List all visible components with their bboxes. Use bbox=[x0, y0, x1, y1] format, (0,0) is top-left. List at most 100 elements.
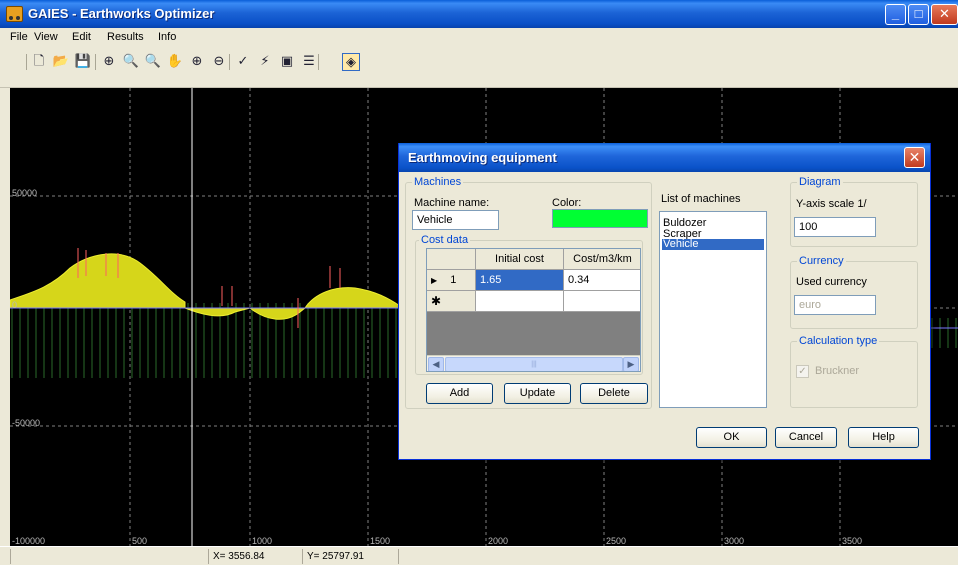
toolbar: 🗋 📂 💾 ⊕ 🔍 🔍 ✋ ⊕ ⊖ ✓ ⚡ ▣ ☰ ◈ bbox=[0, 48, 958, 88]
calculation-type-group-label: Calculation type bbox=[797, 335, 880, 347]
cost-data-group: Cost data bbox=[415, 234, 643, 375]
status-cell-empty bbox=[398, 549, 958, 564]
toolbar-separator bbox=[95, 54, 96, 70]
new-initial-cost-cell[interactable] bbox=[476, 291, 564, 312]
new-file-icon[interactable]: 🗋 bbox=[33, 54, 45, 69]
dialog-title-bar[interactable]: Earthmoving equipment ✕ bbox=[399, 143, 930, 172]
used-currency-label: Used currency bbox=[796, 276, 867, 288]
zoom-in-icon[interactable]: ⊕ bbox=[191, 54, 203, 69]
menu-view[interactable]: View bbox=[34, 31, 58, 43]
cancel-button[interactable]: Cancel bbox=[775, 427, 837, 448]
scroll-thumb[interactable]: ||| bbox=[445, 357, 623, 371]
scroll-left-button[interactable]: ◀ bbox=[428, 357, 444, 371]
status-cell-empty bbox=[10, 549, 208, 564]
currency-group-label: Currency bbox=[797, 255, 846, 267]
zoom-extents-icon[interactable]: ⊕ bbox=[103, 54, 115, 69]
y-axis-label: 50000 bbox=[12, 188, 38, 198]
layers-icon[interactable]: ☰ bbox=[303, 54, 315, 69]
diagram-group-label: Diagram bbox=[797, 176, 843, 188]
current-row-marker-icon: ▶ bbox=[431, 276, 438, 285]
list-item[interactable]: Buldozer bbox=[663, 217, 707, 229]
machine-name-label: Machine name: bbox=[414, 197, 490, 209]
machines-group: Machines bbox=[405, 176, 652, 409]
yaxis-scale-label: Y-axis scale 1/ bbox=[796, 198, 867, 210]
x-axis-label: 1500 bbox=[370, 536, 391, 546]
grid-horizontal-scrollbar[interactable]: ◀ ||| ▶ bbox=[427, 355, 640, 371]
row-header[interactable]: ▶ 1 bbox=[427, 270, 476, 291]
update-button[interactable]: Update bbox=[504, 383, 571, 404]
status-y-coordinate: Y= 25797.91 bbox=[302, 549, 398, 564]
close-icon: ✕ bbox=[908, 149, 921, 165]
y-axis-label: -50000 bbox=[12, 418, 41, 428]
save-icon[interactable]: 💾 bbox=[74, 54, 92, 69]
new-cost-cell[interactable] bbox=[564, 291, 640, 312]
menu-file[interactable]: File bbox=[10, 31, 28, 43]
menu-edit[interactable]: Edit bbox=[72, 31, 91, 43]
toolbar-separator bbox=[26, 54, 27, 70]
grid-corner-cell bbox=[427, 249, 476, 270]
cost-per-m3-km-cell[interactable]: 0.34 bbox=[564, 270, 640, 291]
y-axis-label: 0 bbox=[12, 300, 18, 310]
report-icon[interactable]: ▣ bbox=[280, 54, 294, 69]
equipment-dialog: Earthmoving equipment ✕ Machines Machine… bbox=[398, 143, 931, 460]
y-axis-label: -100000 bbox=[12, 536, 46, 546]
scroll-right-button[interactable]: ▶ bbox=[623, 357, 639, 371]
equipment-icon[interactable]: ◈ bbox=[342, 53, 360, 71]
zoom-out-icon[interactable]: ⊖ bbox=[213, 54, 225, 69]
minimize-button[interactable]: _ bbox=[885, 4, 906, 25]
cost-data-grid[interactable]: Initial cost Cost/m3/km ▶ 1 1.65 0.34 ✱ … bbox=[426, 248, 641, 372]
menu-info[interactable]: Info bbox=[158, 31, 177, 43]
currency-input: euro bbox=[794, 295, 876, 315]
pan-hand-icon[interactable]: ✋ bbox=[166, 54, 184, 69]
color-label: Color: bbox=[552, 197, 582, 209]
zoom-realtime-icon[interactable]: 🔍 bbox=[144, 54, 162, 69]
list-item[interactable]: Scraper bbox=[663, 228, 702, 240]
x-axis-label: 2000 bbox=[488, 536, 509, 546]
cost-per-m3-km-header[interactable]: Cost/m3/km bbox=[564, 249, 640, 270]
close-button[interactable]: ✕ bbox=[931, 4, 958, 25]
window-title: GAIES - Earthworks Optimizer bbox=[28, 6, 215, 21]
open-folder-icon[interactable]: 📂 bbox=[52, 54, 70, 69]
yaxis-scale-input[interactable]: 100 bbox=[794, 217, 876, 237]
x-axis-label: 1000 bbox=[252, 536, 273, 546]
cost-data-group-label: Cost data bbox=[419, 234, 471, 246]
x-axis-label: 3500 bbox=[842, 536, 863, 546]
machine-name-input[interactable]: Vehicle bbox=[412, 210, 499, 230]
row-header[interactable]: ✱ bbox=[427, 291, 476, 312]
new-row-asterisk-icon: ✱ bbox=[431, 294, 442, 308]
delete-button[interactable]: Delete bbox=[580, 383, 648, 404]
row-number: 1 bbox=[450, 274, 457, 286]
x-axis-label: 500 bbox=[132, 536, 148, 546]
machine-color-swatch[interactable] bbox=[552, 209, 648, 228]
machines-group-label: Machines bbox=[412, 176, 464, 188]
status-x-coordinate: X= 3556.84 bbox=[208, 549, 302, 564]
toolbar-separator bbox=[318, 54, 319, 70]
initial-cost-cell[interactable]: 1.65 bbox=[476, 270, 564, 291]
ok-button[interactable]: OK bbox=[696, 427, 767, 448]
status-bar: X= 3556.84 Y= 25797.91 bbox=[0, 546, 958, 565]
menu-results[interactable]: Results bbox=[107, 31, 144, 43]
list-item-selected[interactable]: Vehicle bbox=[662, 239, 764, 250]
menu-bar: File View Edit Results Info bbox=[0, 28, 958, 48]
app-icon bbox=[6, 6, 23, 22]
initial-cost-header[interactable]: Initial cost bbox=[476, 249, 564, 270]
profile-drawing bbox=[10, 88, 958, 546]
calculation-type-group: Calculation type bbox=[790, 335, 918, 408]
add-button[interactable]: Add bbox=[426, 383, 493, 404]
title-bar[interactable]: GAIES - Earthworks Optimizer _ □ ✕ bbox=[0, 0, 958, 28]
zoom-window-icon[interactable]: 🔍 bbox=[122, 54, 140, 69]
toolbar-separator bbox=[229, 54, 230, 70]
maximize-button[interactable]: □ bbox=[908, 4, 929, 25]
x-axis-label: 2500 bbox=[606, 536, 627, 546]
bruckner-label: Bruckner bbox=[815, 365, 860, 377]
lightning-icon[interactable]: ⚡ bbox=[260, 54, 270, 69]
diagram-group: Diagram bbox=[790, 176, 918, 247]
bruckner-checkbox: ✓ bbox=[796, 365, 809, 378]
machine-list[interactable]: Buldozer Scraper Vehicle bbox=[659, 211, 767, 408]
check-icon[interactable]: ✓ bbox=[237, 54, 249, 69]
machine-list-label: List of machines bbox=[661, 193, 741, 205]
x-axis-label: 3000 bbox=[724, 536, 745, 546]
dialog-close-button[interactable]: ✕ bbox=[904, 147, 925, 168]
help-button[interactable]: Help bbox=[848, 427, 919, 448]
